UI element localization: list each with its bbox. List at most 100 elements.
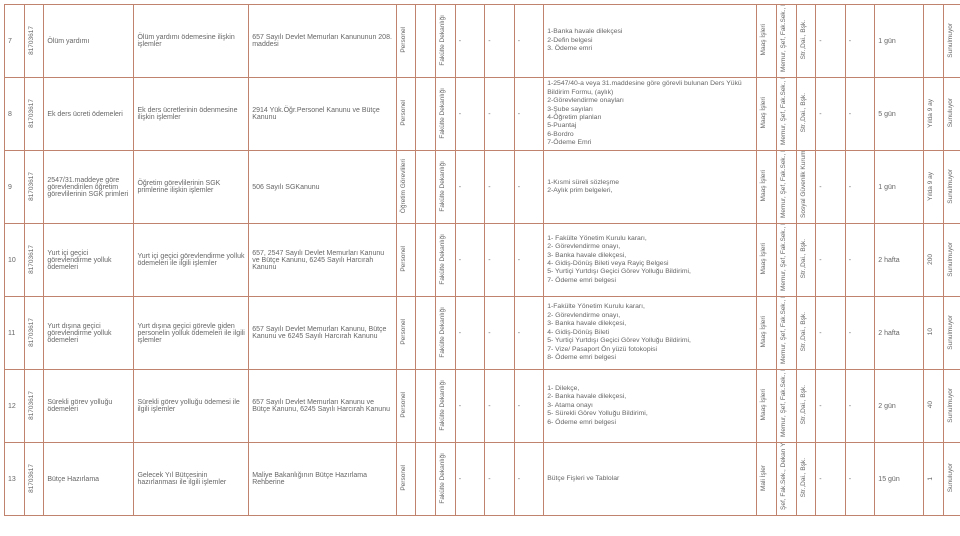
row-num: 8 xyxy=(5,78,25,151)
row-code: 81703617 xyxy=(24,443,44,516)
row-docs: 1-2547/40-a veya 31.maddesine göre görev… xyxy=(544,78,757,151)
dash: - xyxy=(455,443,485,516)
row-v5: Memur, Şef, Fak.Sek., Dekan Yrd., Dekan xyxy=(776,78,796,151)
dash: - xyxy=(845,224,875,297)
row-v6: Str.,Dai., Bşk. xyxy=(796,78,816,151)
row-v1: Personel xyxy=(396,297,416,370)
table-row: 1081703617Yurt içi geçici görevlendirme … xyxy=(5,224,960,297)
dash: - xyxy=(514,78,544,151)
row-v4: Maaş İşleri xyxy=(757,151,777,224)
row-v6: Str.,Dai., Bşk. xyxy=(796,443,816,516)
dash: - xyxy=(514,224,544,297)
process-table: 781703617Ölüm yardımıÖlüm yardımı ödemes… xyxy=(4,4,960,516)
row-v3: Fakülte Dekanlığı xyxy=(436,370,456,443)
dash: - xyxy=(455,224,485,297)
row-name: Bütçe Hazırlama xyxy=(44,443,134,516)
table-row: 1281703617Sürekli görev yolluğu ödemeler… xyxy=(5,370,960,443)
row-desc: Ek ders ücretlerinin ödenmesine ilişkin … xyxy=(134,78,249,151)
dash: - xyxy=(845,443,875,516)
row-v2 xyxy=(416,224,436,297)
row-v4: Mali İşler xyxy=(757,443,777,516)
row-docs: Bütçe Fişleri ve Tablolar xyxy=(544,443,757,516)
row-law: 2914 Yük.Öğr.Personel Kanunu ve Bütçe Ka… xyxy=(249,78,397,151)
dash: - xyxy=(816,78,846,151)
dash: - xyxy=(845,370,875,443)
row-v6: Sosyal Güvenlik Kurumu xyxy=(796,151,816,224)
dash: - xyxy=(514,5,544,78)
row-duration: 2 hafta xyxy=(875,297,924,370)
row-desc: Ölüm yardımı ödemesine ilişkin işlemler xyxy=(134,5,249,78)
row-law: 657 Sayılı Devlet Memurları Kanunu, Bütç… xyxy=(249,297,397,370)
dash: - xyxy=(485,151,515,224)
row-code: 81703617 xyxy=(24,5,44,78)
dash: - xyxy=(485,370,515,443)
row-v7: 10 xyxy=(924,297,944,370)
row-v3: Fakülte Dekanlığı xyxy=(436,78,456,151)
row-v1: Personel xyxy=(396,5,416,78)
row-name: Yurt içi geçici görevlendirme yolluk öde… xyxy=(44,224,134,297)
row-v6: Str.,Dai., Bşk. xyxy=(796,224,816,297)
dash: - xyxy=(816,443,846,516)
row-code: 81703617 xyxy=(24,78,44,151)
dash: - xyxy=(816,297,846,370)
row-v6: Str.,Dai., Bşk. xyxy=(796,370,816,443)
dash: - xyxy=(845,151,875,224)
row-desc: Yurt dışına geçici görevle giden persone… xyxy=(134,297,249,370)
dash: - xyxy=(485,5,515,78)
row-v2 xyxy=(416,297,436,370)
row-desc: Öğretim görevlilerinin SGK primlerine il… xyxy=(134,151,249,224)
dash: - xyxy=(514,443,544,516)
row-v8: Sunulmuyor xyxy=(944,224,960,297)
row-num: 11 xyxy=(5,297,25,370)
dash: - xyxy=(514,370,544,443)
row-code: 81703617 xyxy=(24,297,44,370)
row-v1: Personel xyxy=(396,78,416,151)
row-duration: 2 gün xyxy=(875,370,924,443)
row-v2 xyxy=(416,5,436,78)
row-law: 657 Sayılı Devlet Memurları Kanununun 20… xyxy=(249,5,397,78)
row-name: Ölüm yardımı xyxy=(44,5,134,78)
row-v1: Öğretim Görevlileri xyxy=(396,151,416,224)
row-v1: Personel xyxy=(396,443,416,516)
row-v3: Fakülte Dekanlığı xyxy=(436,297,456,370)
table-row: 1381703617Bütçe HazırlamaGelecek Yıl Büt… xyxy=(5,443,960,516)
row-v5: Memur, Şef, Fak.Sek., Dekan Yrd., Dekan xyxy=(776,297,796,370)
row-v8: Sunulmuyor xyxy=(944,297,960,370)
row-docs: 1- Fakülte Yönetim Kurulu kararı,2- Göre… xyxy=(544,224,757,297)
row-v3: Fakülte Dekanlığı xyxy=(436,443,456,516)
dash: - xyxy=(816,151,846,224)
row-docs: 1-Kısmi süreli sözleşme2-Aylık prim belg… xyxy=(544,151,757,224)
dash: - xyxy=(845,78,875,151)
row-v5: Memur, Şef, Fak.Sek., Dekan Yrd., Dekan xyxy=(776,5,796,78)
dash: - xyxy=(455,78,485,151)
row-desc: Gelecek Yıl Bütçesinin hazırlanması ile … xyxy=(134,443,249,516)
row-duration: 15 gün xyxy=(875,443,924,516)
row-duration: 1 gün xyxy=(875,5,924,78)
row-v3: Fakülte Dekanlığı xyxy=(436,5,456,78)
row-num: 13 xyxy=(5,443,25,516)
dash: - xyxy=(845,5,875,78)
row-v5: Memur, Şef, Fak.Sek., Dekan Yrd., Dekan xyxy=(776,224,796,297)
row-v8: Sunuluyor xyxy=(944,443,960,516)
row-v7: 200 xyxy=(924,224,944,297)
dash: - xyxy=(816,370,846,443)
row-v4: Maaş İşleri xyxy=(757,5,777,78)
row-duration: 5 gün xyxy=(875,78,924,151)
dash: - xyxy=(485,78,515,151)
dash: - xyxy=(455,5,485,78)
row-duration: 2 hafta xyxy=(875,224,924,297)
row-desc: Sürekli görev yolluğu ödemesi ile ilgili… xyxy=(134,370,249,443)
table-row: 881703617Ek ders ücreti ödemeleriEk ders… xyxy=(5,78,960,151)
row-v3: Fakülte Dekanlığı xyxy=(436,151,456,224)
row-v8: Sunuluyor xyxy=(944,78,960,151)
row-v8: Sunulmuyor xyxy=(944,370,960,443)
row-docs: 1- Dilekçe,2- Banka havale dilekçesi,3- … xyxy=(544,370,757,443)
row-v1: Personel xyxy=(396,224,416,297)
dash: - xyxy=(455,297,485,370)
row-docs: 1-Banka havale dilekçesi2-Defin belgesi3… xyxy=(544,5,757,78)
row-code: 81703617 xyxy=(24,224,44,297)
row-name: 2547/31.maddeye göre görevlendirilen öğr… xyxy=(44,151,134,224)
row-law: 657 Sayılı Devlet Memurları Kanunu ve Bü… xyxy=(249,370,397,443)
dash: - xyxy=(514,151,544,224)
row-law: 506 Sayılı SGKanunu xyxy=(249,151,397,224)
